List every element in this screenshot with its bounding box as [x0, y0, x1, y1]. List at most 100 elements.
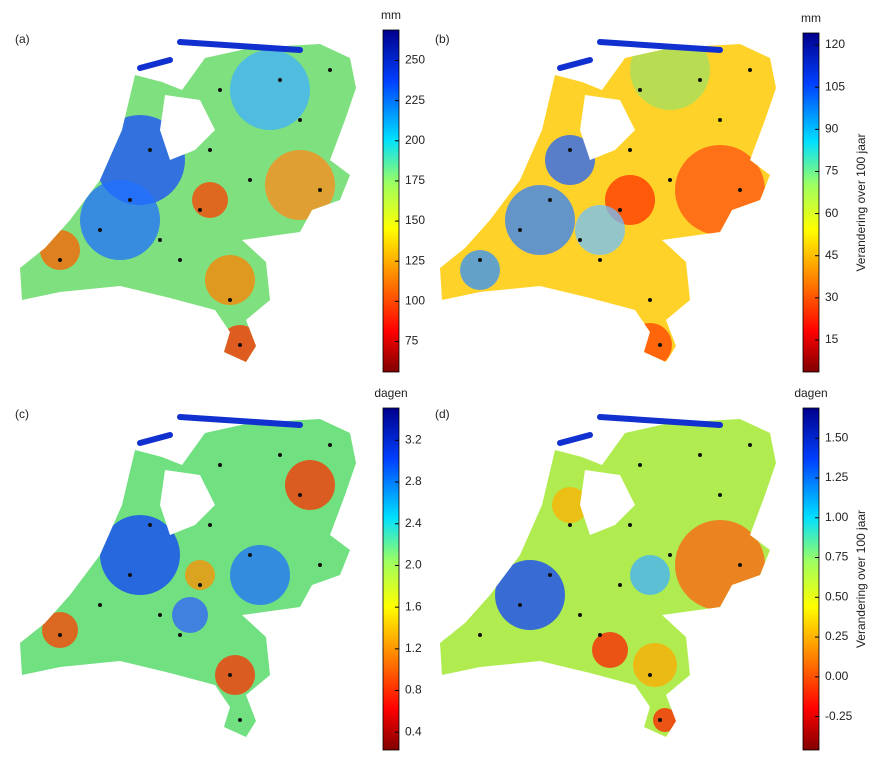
colorbar-tick-label: 120 — [825, 37, 845, 51]
colorbar-unit: mm — [801, 11, 821, 25]
island — [137, 57, 173, 71]
field-blob — [80, 180, 160, 260]
field-blob — [230, 545, 290, 605]
field-blob — [675, 520, 765, 610]
island — [137, 432, 173, 446]
colorbar-tick-label: 45 — [825, 248, 839, 262]
station — [218, 88, 222, 92]
field-blob — [653, 708, 677, 732]
station — [158, 613, 162, 617]
colorbar-tick-label: 75 — [825, 164, 839, 178]
station — [148, 523, 152, 527]
station — [248, 178, 252, 182]
station — [58, 633, 62, 637]
field-blob — [100, 515, 180, 595]
map-panel — [440, 414, 776, 737]
station — [618, 583, 622, 587]
station — [318, 563, 322, 567]
station — [248, 553, 252, 557]
panel-label: (c) — [15, 407, 29, 421]
station — [478, 633, 482, 637]
field-blob — [42, 612, 78, 648]
station — [328, 443, 332, 447]
field-blob — [230, 50, 310, 130]
colorbar-tick-label: 1.25 — [825, 470, 849, 484]
station — [228, 298, 232, 302]
station — [318, 188, 322, 192]
station — [568, 523, 572, 527]
station — [548, 198, 552, 202]
station — [738, 563, 742, 567]
station — [208, 148, 212, 152]
station — [128, 573, 132, 577]
colorbar-tick-label: 60 — [825, 206, 839, 220]
colorbar-tick-label: 30 — [825, 290, 839, 304]
colorbar — [382, 407, 400, 751]
colorbar-axis-label: Verandering over 100 jaar — [854, 133, 868, 271]
island — [557, 57, 593, 71]
field-blob — [215, 655, 255, 695]
map-field — [40, 50, 335, 362]
station — [578, 238, 582, 242]
colorbar-tick-label: 1.2 — [405, 641, 422, 655]
station — [718, 493, 722, 497]
colorbar-tick-label: -0.25 — [825, 709, 853, 723]
map-panel — [20, 39, 356, 362]
station — [628, 523, 632, 527]
station — [668, 178, 672, 182]
field-blob — [185, 560, 215, 590]
station — [128, 198, 132, 202]
colorbar-tick-label: 0.8 — [405, 683, 422, 697]
field-blob — [675, 145, 765, 235]
station — [698, 453, 702, 457]
station — [238, 718, 242, 722]
colorbar-tick-label: 200 — [405, 133, 425, 147]
station — [738, 188, 742, 192]
station — [518, 228, 522, 232]
colorbar-tick-label: 0.25 — [825, 629, 849, 643]
station — [98, 228, 102, 232]
colorbar-unit: dagen — [374, 386, 407, 400]
colorbar-tick-label: 175 — [405, 173, 425, 187]
station — [278, 78, 282, 82]
colorbar-tick-label: 125 — [405, 253, 425, 267]
station — [658, 343, 662, 347]
colorbar-tick-label: 1.00 — [825, 510, 849, 524]
station — [698, 78, 702, 82]
colorbar-tick-label: 0.50 — [825, 589, 849, 603]
station — [748, 68, 752, 72]
field-blob — [545, 135, 595, 185]
colorbar-tick-label: 2.8 — [405, 474, 422, 488]
colorbar-axis-label: Verandering over 100 jaar — [854, 510, 868, 648]
field-blob — [505, 185, 575, 255]
station — [548, 573, 552, 577]
colorbar-tick-label: 0.4 — [405, 724, 422, 738]
colorbar-tick-label: 0.75 — [825, 550, 849, 564]
panel-label: (a) — [15, 32, 30, 46]
station — [228, 673, 232, 677]
field-blob — [495, 560, 565, 630]
colorbar-tick-label: 3.2 — [405, 432, 422, 446]
colorbar-tick-label: 15 — [825, 332, 839, 346]
station — [628, 148, 632, 152]
colorbar-unit: mm — [381, 8, 401, 22]
field-blob — [192, 182, 228, 218]
station — [518, 603, 522, 607]
map-panel — [20, 414, 356, 737]
station — [298, 118, 302, 122]
map-field — [42, 460, 335, 695]
station — [748, 443, 752, 447]
field-blob — [265, 150, 335, 220]
island — [177, 39, 303, 53]
station — [568, 148, 572, 152]
colorbar-tick-label: 75 — [405, 334, 419, 348]
colorbar — [802, 32, 820, 373]
station — [718, 118, 722, 122]
colorbar-tick-label: 1.6 — [405, 599, 422, 613]
colorbar — [802, 407, 820, 751]
island — [597, 39, 723, 53]
station — [198, 208, 202, 212]
field-blob — [628, 323, 672, 362]
panel-label: (d) — [435, 407, 450, 421]
station — [578, 613, 582, 617]
